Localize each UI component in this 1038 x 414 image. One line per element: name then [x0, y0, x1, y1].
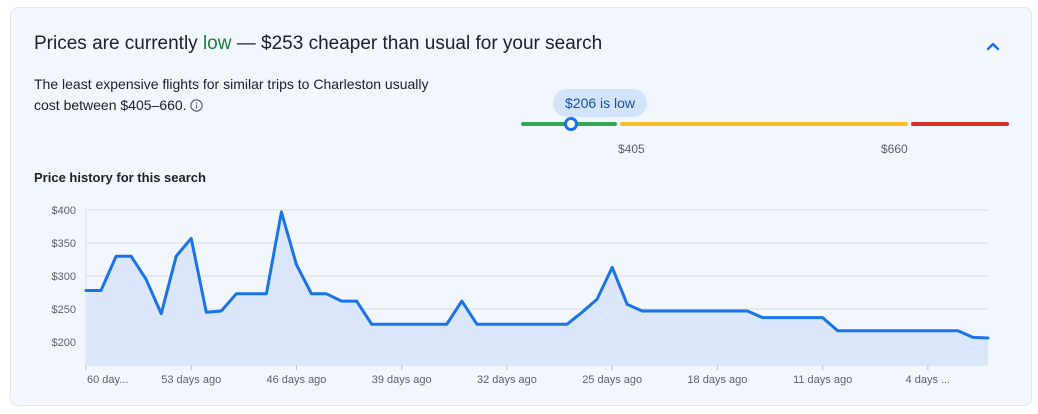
- collapse-button[interactable]: [981, 34, 1005, 58]
- price-description: The least expensive flights for similar …: [34, 74, 454, 118]
- headline-status: low: [202, 33, 232, 54]
- high-threshold-label: $660: [881, 142, 908, 156]
- current-price-marker: [564, 117, 578, 131]
- y-tick-label: $300: [52, 271, 76, 283]
- y-tick-label: $350: [52, 238, 76, 250]
- x-tick-label: 18 days ago: [687, 374, 747, 386]
- typical-range-segment: [620, 122, 908, 126]
- info-icon[interactable]: [189, 97, 203, 118]
- x-tick-label: 39 days ago: [372, 374, 432, 386]
- x-tick-label: 60 day...: [87, 374, 128, 386]
- x-tick-label: 25 days ago: [582, 374, 642, 386]
- x-tick-label: 11 days ago: [793, 374, 852, 386]
- price-history-title: Price history for this search: [34, 170, 206, 185]
- price-line: [84, 210, 990, 340]
- y-tick-label: $400: [52, 205, 76, 217]
- x-tick-label: 46 days ago: [266, 374, 326, 386]
- y-tick-label: $250: [52, 304, 76, 316]
- high-range-segment: [911, 122, 1009, 126]
- description-text: The least expensive flights for similar …: [34, 76, 429, 113]
- x-tick-label: 4 days ...: [906, 374, 951, 386]
- price-headline: Prices are currently low — $253 cheaper …: [34, 33, 602, 55]
- y-tick-label: $200: [52, 337, 76, 349]
- x-tick-label: 32 days ago: [477, 374, 537, 386]
- price-range-bar: $206 is low $405 $660: [521, 88, 1011, 158]
- price-area: [86, 212, 988, 365]
- x-tick-label: 53 days ago: [161, 374, 221, 386]
- headline-prefix: Prices are currently: [34, 33, 203, 54]
- headline-suffix: — $253 cheaper than usual for your searc…: [231, 33, 603, 54]
- chevron-up-icon: [986, 42, 1000, 51]
- low-threshold-label: $405: [618, 142, 645, 156]
- current-price-bubble: $206 is low: [553, 89, 648, 117]
